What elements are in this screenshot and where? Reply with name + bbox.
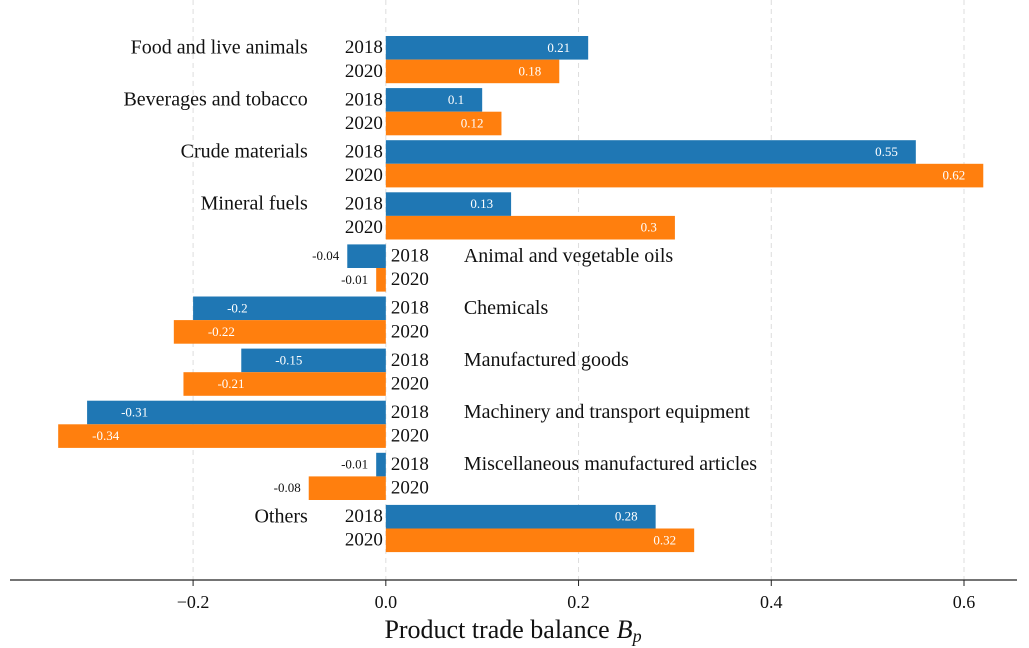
bar	[87, 400, 386, 425]
value-label: -0.2	[227, 300, 248, 315]
category-label: Manufactured goods	[464, 349, 629, 371]
year-label: 2020	[345, 165, 383, 186]
x-axis-label-subscript: p	[631, 626, 642, 646]
category-label: Machinery and transport equipment	[464, 401, 750, 423]
year-label: 2018	[345, 506, 383, 527]
bar	[241, 348, 386, 373]
bar	[385, 88, 483, 112]
value-label: -0.21	[217, 376, 244, 391]
year-label: 2018	[345, 37, 383, 58]
value-label: 0.13	[470, 196, 493, 211]
x-tick-label: −0.2	[177, 592, 210, 612]
year-label: 2020	[345, 61, 383, 82]
bar	[385, 140, 916, 164]
year-label: 2020	[391, 425, 429, 446]
bar	[376, 452, 386, 477]
bar	[385, 59, 560, 84]
value-label: 0.32	[653, 532, 676, 547]
category-label: Chemicals	[464, 297, 549, 319]
value-label: -0.22	[208, 324, 235, 339]
value-label: -0.01	[341, 457, 368, 472]
value-label: 0.18	[519, 63, 542, 78]
category-label: Food and live animals	[131, 36, 308, 58]
category-label: Mineral fuels	[201, 193, 308, 215]
year-label: 2020	[391, 269, 429, 290]
category-label: Crude materials	[181, 141, 308, 163]
bar	[385, 192, 512, 216]
year-label: 2018	[391, 246, 429, 267]
x-tick-label: 0.0	[375, 592, 398, 612]
bar	[376, 268, 386, 292]
year-label: 2018	[391, 350, 429, 371]
x-axis-label: Product trade balance Bp	[384, 615, 641, 646]
bar	[173, 320, 386, 344]
year-label: 2020	[391, 373, 429, 394]
value-label: 0.1	[448, 92, 464, 107]
x-tick-label: 0.4	[760, 592, 783, 612]
category-label: Miscellaneous manufactured articles	[464, 453, 757, 475]
value-label: 0.62	[943, 168, 966, 183]
bar	[385, 504, 656, 529]
bar	[183, 372, 386, 396]
bar	[385, 215, 675, 240]
value-label: 0.21	[547, 40, 570, 55]
year-label: 2018	[391, 402, 429, 423]
year-label: 2018	[345, 89, 383, 110]
bar	[385, 111, 502, 136]
value-label: -0.01	[341, 272, 368, 287]
year-label: 2020	[345, 113, 383, 134]
bar	[385, 36, 589, 60]
value-label: -0.04	[312, 248, 340, 263]
value-label: -0.08	[274, 480, 301, 495]
bar	[58, 424, 386, 448]
year-label: 2020	[345, 530, 383, 551]
x-axis-label-text: Product trade balance	[384, 615, 609, 644]
value-label: 0.28	[615, 509, 638, 524]
year-label: 2020	[391, 478, 429, 499]
year-label: 2020	[345, 217, 383, 238]
bar	[308, 476, 386, 500]
value-label: -0.34	[92, 428, 120, 443]
year-label: 2020	[391, 321, 429, 342]
year-label: 2018	[391, 454, 429, 475]
value-label: 0.12	[461, 115, 484, 130]
x-axis-label-symbol: B	[617, 615, 633, 644]
value-label: 0.3	[641, 220, 657, 235]
year-label: 2018	[345, 141, 383, 162]
x-tick-label: 0.6	[953, 592, 976, 612]
bar	[347, 244, 386, 268]
category-label: Others	[254, 505, 308, 527]
category-label: Animal and vegetable oils	[464, 245, 674, 267]
year-label: 2018	[345, 193, 383, 214]
value-label: -0.31	[121, 404, 148, 419]
category-label: Beverages and tobacco	[123, 88, 307, 110]
bar	[385, 163, 984, 188]
value-label: 0.55	[875, 144, 898, 159]
bar	[385, 528, 695, 553]
x-tick-label: 0.2	[567, 592, 590, 612]
bar	[193, 296, 386, 321]
value-label: -0.15	[275, 352, 302, 367]
year-label: 2018	[391, 298, 429, 319]
